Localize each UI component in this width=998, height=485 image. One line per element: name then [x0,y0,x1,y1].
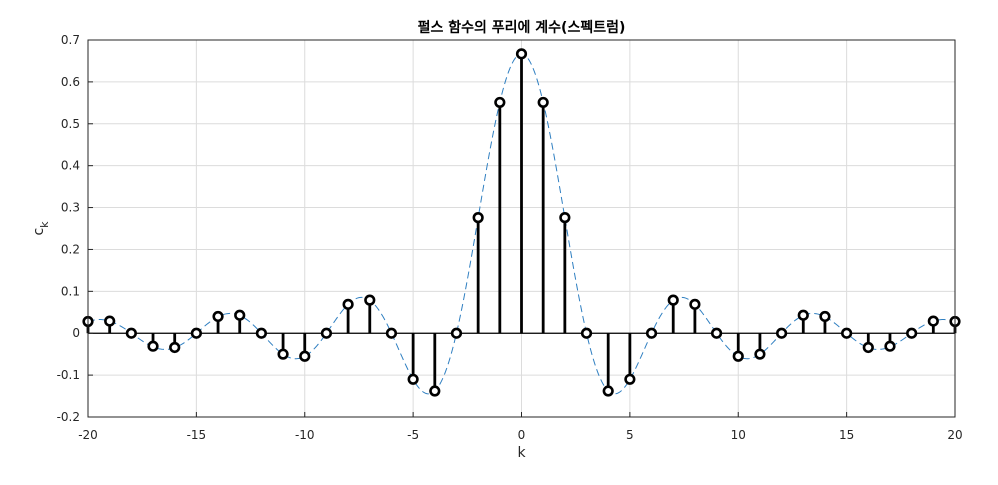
stem-marker [732,350,744,362]
x-tick-label: -15 [187,428,207,442]
x-tick-label: 20 [947,428,962,442]
stem-marker [147,340,159,352]
x-tick-label: -10 [295,428,315,442]
y-tick-label: 0.1 [61,284,80,298]
stem-marker [255,327,268,339]
x-axis-label: k [517,445,526,461]
stem-marker [515,48,528,60]
y-tick-label: 0.7 [61,33,80,47]
stem-marker [580,327,593,339]
y-tick-label: -0.2 [57,410,80,424]
x-tick-labels: -20 -15 -10 -5 0 5 10 15 20 [78,412,963,442]
stem-marker [602,385,614,397]
x-tick-label: 15 [839,428,854,442]
y-tick-label: 0.6 [61,75,80,89]
stem-marker [125,327,137,339]
stem-marker [645,327,658,339]
stem-marker [190,327,202,339]
stem-marker [927,315,939,327]
stem-marker [429,385,441,397]
stem-marker [320,327,333,339]
stem-marker [689,298,701,310]
x-tick-label: -5 [407,428,419,442]
y-tick-label: 0.3 [61,201,80,215]
x-tick-label: 5 [626,428,634,442]
stem-lines [86,53,957,392]
stem-marker [537,96,549,109]
stem-marker [624,373,636,385]
stem-marker [277,348,289,360]
stem-marker [385,327,398,339]
stem-marker [797,309,809,321]
stem-marker [841,327,853,339]
y-axis-label-subscript: k [38,221,51,228]
y-axis-label-main: c [31,228,47,236]
stem-marker [667,294,679,306]
stem-marker [775,327,788,339]
stem-marker [906,327,918,339]
stem-marker [234,309,246,321]
stem-marker [342,298,354,310]
x-tick-label: 0 [518,428,526,442]
y-tick-labels: -0.2 -0.1 0 0.1 0.2 0.3 0.4 0.5 0.6 0.7 [57,33,93,424]
y-tick-label: -0.1 [57,368,80,382]
stem-marker [407,373,419,385]
stem-marker [819,310,831,323]
stem-marker [754,348,766,360]
y-tick-label: 0.5 [61,117,80,131]
chart-title: 펄스 함수의 푸리에 계수(스펙트럼) [418,19,626,36]
stem-marker [364,294,376,306]
x-tick-label: -20 [78,428,98,442]
stem-marker [472,212,484,224]
stem-marker [104,315,116,327]
stem-marker [710,327,723,339]
stem-marker [884,340,896,352]
stem-marker [494,96,506,109]
stem-marker [862,341,874,354]
stem-marker [169,341,181,354]
y-tick-label: 0.2 [61,242,80,256]
stem-marker [559,212,571,224]
stem-marker [212,310,224,323]
stem-marker [450,327,463,339]
y-axis-label: ck [31,221,51,236]
y-tick-label: 0 [72,326,80,340]
x-tick-label: 10 [731,428,746,442]
y-tick-label: 0.4 [61,159,80,173]
stem-marker [299,350,311,362]
